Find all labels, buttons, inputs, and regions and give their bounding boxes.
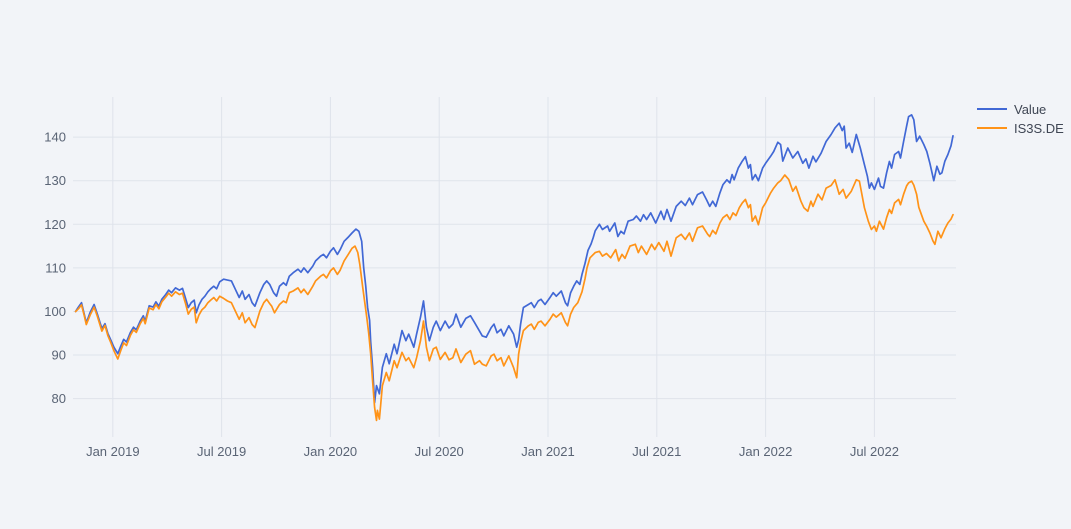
x-axis-tick-label: Jul 2021 xyxy=(632,444,681,459)
y-axis-tick-label: 140 xyxy=(44,130,66,145)
series-line-value xyxy=(74,114,954,404)
x-axis-tick-label: Jul 2020 xyxy=(415,444,464,459)
y-axis-tick-label: 120 xyxy=(44,217,66,232)
y-axis-tick-label: 110 xyxy=(45,260,66,275)
y-axis-tick-label: 130 xyxy=(44,173,66,188)
y-axis-tick-label: 100 xyxy=(44,304,66,319)
legend-label-value: Value xyxy=(1014,101,1047,117)
x-axis-tick-label: Jan 2022 xyxy=(739,444,793,459)
x-axis-tick-label: Jan 2021 xyxy=(521,444,575,459)
legend-line-swatch-value xyxy=(977,108,1007,110)
chart-legend: Value IS3S.DE xyxy=(977,101,1064,136)
series-line-is3s-de xyxy=(74,174,954,422)
legend-item-is3s-de[interactable]: IS3S.DE xyxy=(977,120,1064,136)
y-axis-tick-label: 90 xyxy=(52,348,66,363)
x-axis-tick-label: Jul 2022 xyxy=(850,444,899,459)
legend-label-is3s-de: IS3S.DE xyxy=(1014,120,1064,136)
x-axis-tick-label: Jul 2019 xyxy=(197,444,246,459)
legend-item-value[interactable]: Value xyxy=(977,101,1064,117)
x-axis-tick-label: Jan 2020 xyxy=(304,444,358,459)
x-axis-tick-label: Jan 2019 xyxy=(86,444,140,459)
legend-line-swatch-is3s-de xyxy=(977,127,1007,129)
y-axis-tick-label: 80 xyxy=(52,391,66,406)
